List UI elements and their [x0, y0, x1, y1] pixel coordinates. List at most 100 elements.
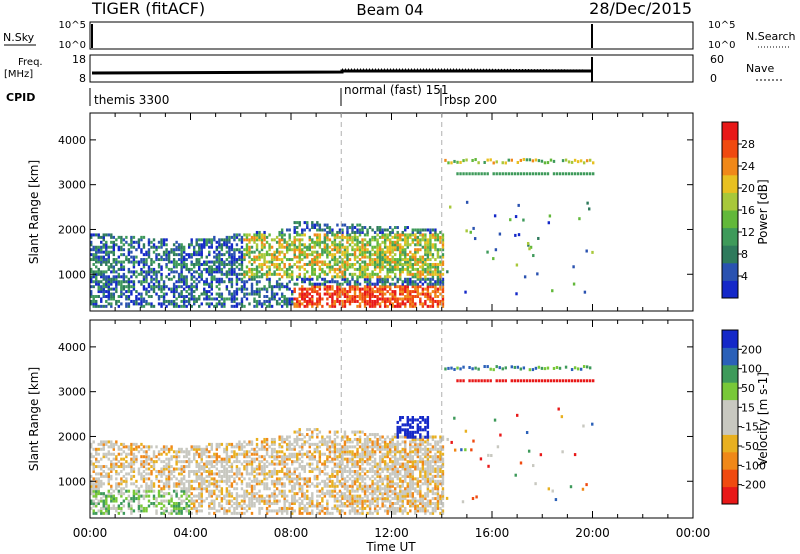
heatmap-cell [145, 492, 148, 496]
heatmap-cell [366, 489, 369, 493]
heatmap-cell [90, 506, 93, 510]
heatmap-cell [208, 482, 211, 486]
heatmap-cell [145, 482, 148, 486]
heatmap-cell [396, 248, 399, 252]
heatmap-cell [223, 469, 226, 473]
heatmap-cell [100, 235, 103, 239]
heatmap-cell [291, 297, 294, 301]
heatmap-cell [248, 455, 251, 459]
heatmap-cell [373, 260, 377, 264]
heatmap-cell [255, 280, 259, 284]
heatmap-cell [421, 265, 425, 269]
heatmap-cell [288, 445, 291, 449]
heatmap-cell [255, 492, 259, 496]
heatmap-cell [182, 450, 186, 454]
heatmap-cell [165, 258, 168, 262]
heatmap-cell [137, 494, 141, 498]
heatmap-cell [258, 270, 261, 274]
power-colorbar-label: Power [dB] [756, 179, 770, 244]
heatmap-cell [371, 474, 374, 478]
heatmap-cell [361, 297, 364, 301]
heatmap-cell [316, 233, 319, 237]
heatmap-cell [238, 248, 241, 252]
heatmap-cell [157, 262, 161, 266]
heatmap-cell [255, 282, 259, 286]
heatmap-cell [528, 172, 532, 176]
heatmap-cell [120, 469, 123, 473]
heatmap-cell [230, 304, 234, 308]
heatmap-cell [130, 450, 133, 454]
heatmap-cell [218, 243, 221, 247]
heatmap-cell [291, 497, 294, 501]
heatmap-cell [127, 270, 131, 274]
heatmap-cell [348, 258, 352, 262]
heatmap-cell [346, 499, 349, 503]
heatmap-cell [135, 290, 138, 294]
heatmap-cell [421, 287, 425, 291]
heatmap-cell [160, 240, 163, 244]
heatmap-cell [291, 462, 294, 466]
search-tick-top: 10^5 [708, 20, 735, 31]
heatmap-cell [296, 277, 299, 281]
heatmap-cell [348, 297, 352, 301]
heatmap-cell [321, 509, 324, 513]
heatmap-cell [238, 440, 241, 444]
heatmap-cell [208, 504, 211, 508]
heatmap-cell [258, 447, 261, 451]
heatmap-cell [363, 233, 367, 237]
heatmap-cell [356, 502, 359, 506]
heatmap-cell [532, 254, 535, 258]
heatmap-cell [409, 255, 412, 259]
heatmap-cell [180, 472, 183, 476]
heatmap-cell [145, 462, 148, 466]
heatmap-cell [308, 302, 311, 306]
heatmap-cell [363, 295, 367, 299]
heatmap-cell [341, 457, 344, 461]
heatmap-cell [303, 243, 306, 247]
heatmap-cell [140, 472, 143, 476]
heatmap-cell [336, 290, 339, 294]
heatmap-cell [386, 262, 389, 266]
heatmap-cell [137, 469, 141, 473]
heatmap-cell [223, 465, 226, 469]
heatmap-cell [203, 280, 206, 284]
heatmap-cell [220, 489, 224, 493]
heatmap-cell [363, 450, 367, 454]
heatmap-cell [386, 245, 389, 249]
heatmap-cell [170, 511, 173, 515]
heatmap-cell [223, 460, 226, 464]
heatmap-cell [130, 238, 133, 242]
heatmap-cell [145, 272, 148, 276]
heatmap-cell [205, 460, 208, 464]
heatmap-cell [130, 477, 133, 481]
heatmap-cell [285, 258, 289, 262]
heatmap-cell [404, 302, 407, 306]
heatmap-cell [336, 282, 339, 286]
heatmap-cell [130, 270, 133, 274]
heatmap-cell [162, 467, 166, 471]
heatmap-cell [140, 462, 143, 466]
heatmap-cell [373, 262, 377, 266]
heatmap-cell [218, 489, 221, 493]
heatmap-cell [195, 297, 198, 301]
heatmap-cell [125, 479, 128, 483]
heatmap-cell [311, 250, 314, 254]
heatmap-cell [346, 474, 349, 478]
heatmap-cell [333, 462, 337, 466]
heatmap-cell [321, 479, 324, 483]
heatmap-cell [117, 492, 121, 496]
heatmap-cell [238, 460, 241, 464]
heatmap-cell [429, 304, 432, 308]
heatmap-cell [293, 499, 296, 503]
heatmap-cell [132, 489, 136, 493]
heatmap-cell [280, 267, 284, 271]
heatmap-cell [404, 240, 407, 244]
heatmap-cell [255, 245, 259, 249]
heatmap-cell [165, 474, 168, 478]
heatmap-cell [386, 285, 389, 289]
heatmap-cell [190, 240, 193, 244]
heatmap-cell [165, 248, 168, 252]
heatmap-cell [404, 243, 407, 247]
heatmap-cell [275, 240, 279, 244]
